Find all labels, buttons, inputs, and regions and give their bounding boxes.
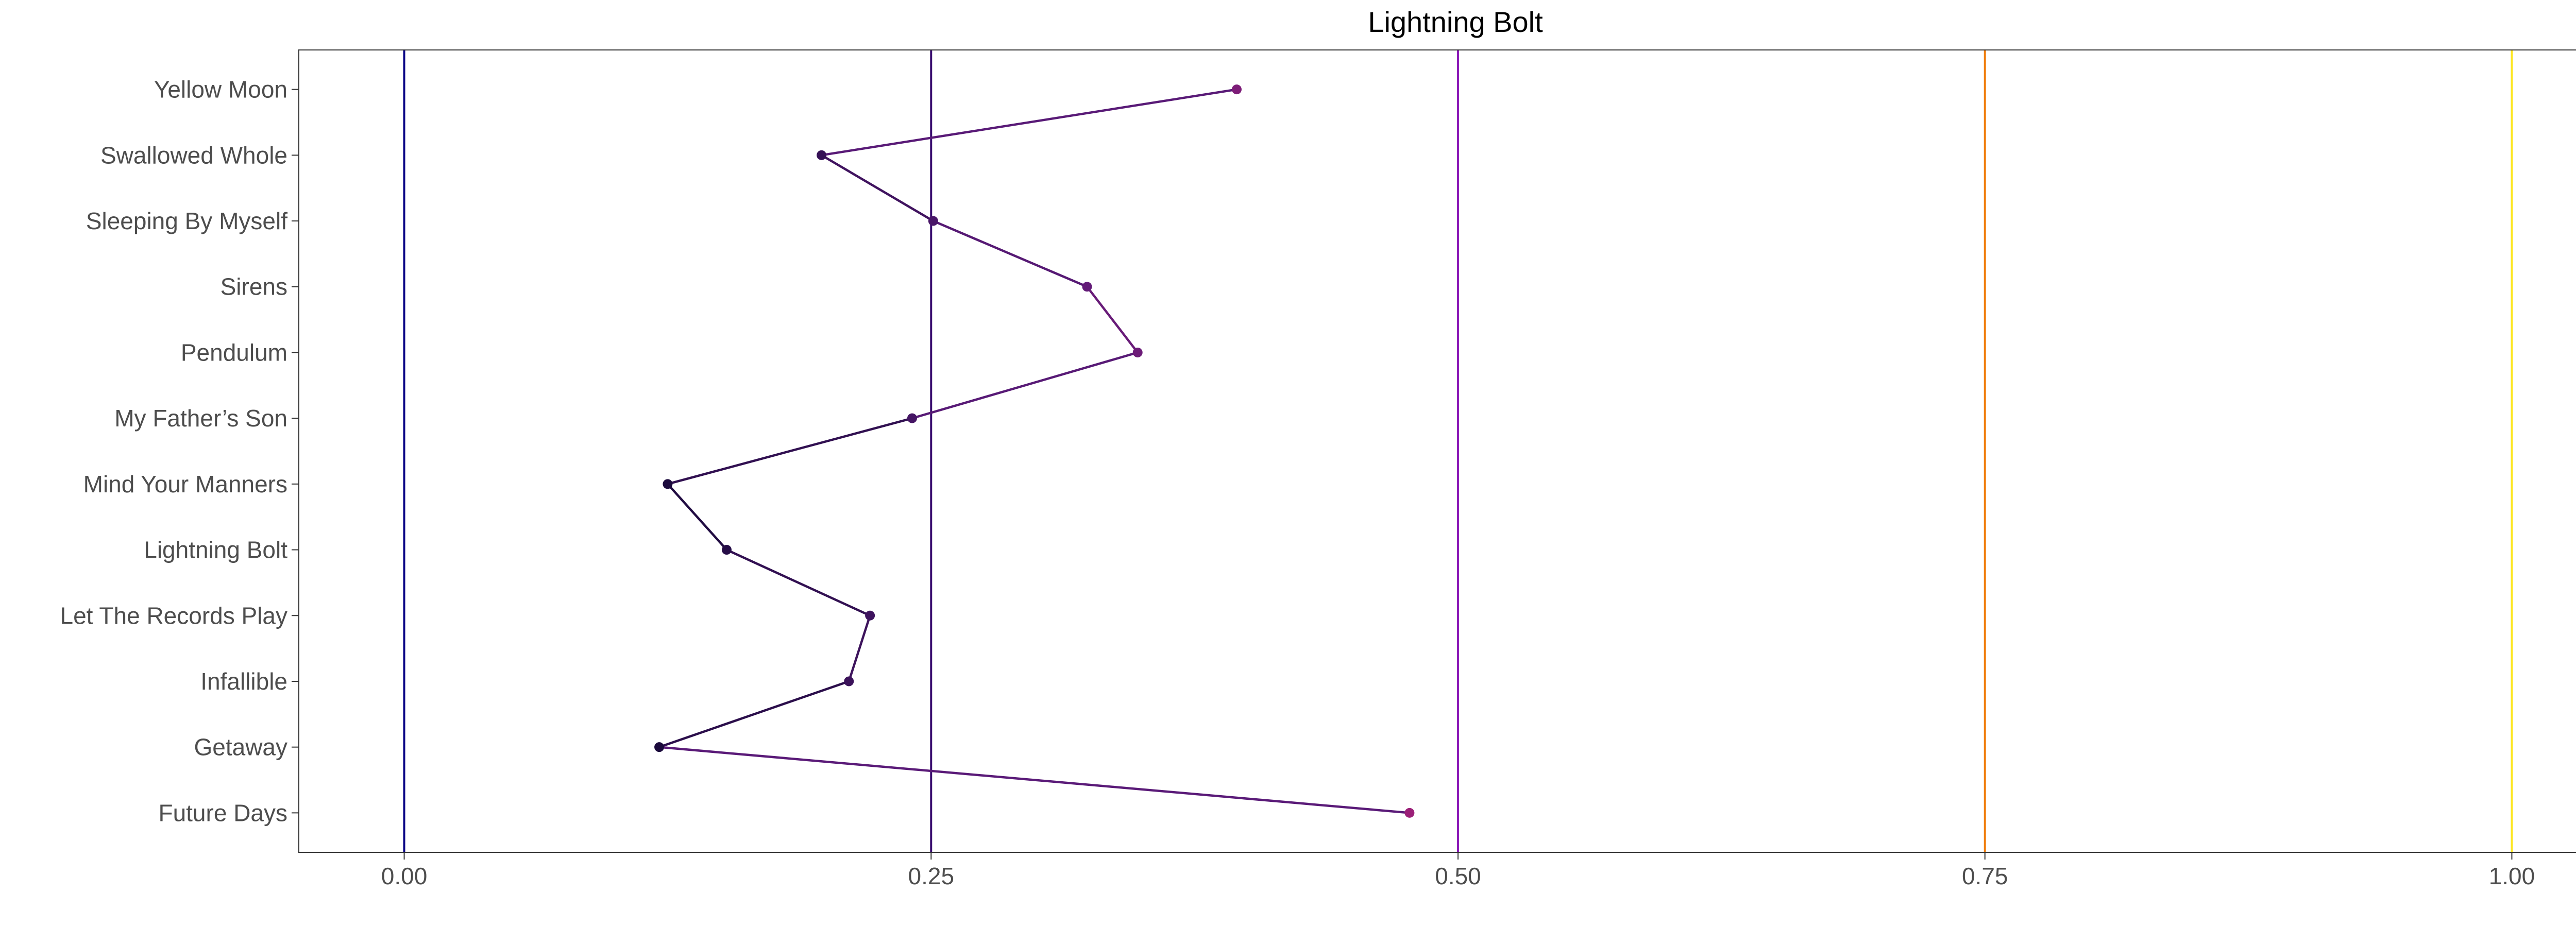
data-point-7 xyxy=(721,545,732,555)
data-point-9 xyxy=(844,676,854,686)
y-tick-label-10: Getaway xyxy=(194,734,287,761)
x-tick-label-4: 1.00 xyxy=(2489,863,2535,889)
line-segment-6 xyxy=(666,483,728,551)
line-segment-8 xyxy=(848,614,871,683)
line-segment-9 xyxy=(658,680,850,748)
x-tick-label-2: 0.50 xyxy=(1435,863,1481,889)
y-tick-label-8: Let The Records Play xyxy=(60,602,288,629)
reference-lines xyxy=(403,50,2513,852)
y-tick-label-4: Pendulum xyxy=(181,339,287,366)
line-segment-1 xyxy=(820,154,935,222)
x-axis: 0.00 0.25 0.50 0.75 1.00 xyxy=(381,852,2535,889)
data-points xyxy=(654,84,1415,818)
y-axis: Yellow Moon Swallowed Whole Sleeping By My… xyxy=(60,76,299,826)
y-tick-label-0: Yellow Moon xyxy=(154,76,287,103)
x-tick-label-1: 0.25 xyxy=(908,863,955,889)
line-segment-2 xyxy=(932,219,1089,288)
data-point-8 xyxy=(865,610,875,621)
line-segment-7 xyxy=(725,548,871,617)
line-segment-0 xyxy=(820,88,1238,157)
data-point-2 xyxy=(928,216,938,226)
x-tick-label-0: 0.00 xyxy=(381,863,428,889)
plot-panel-border xyxy=(298,49,2576,853)
data-point-4 xyxy=(1132,347,1143,357)
y-tick-label-5: My Father’s Son xyxy=(114,405,287,432)
line-segment-3 xyxy=(1086,285,1139,354)
data-point-1 xyxy=(817,150,827,160)
data-point-0 xyxy=(1231,84,1242,95)
y-tick-label-2: Sleeping By Myself xyxy=(86,208,287,234)
chart-title: Lightning Bolt xyxy=(1368,6,1543,38)
y-tick-label-6: Mind Your Manners xyxy=(83,471,287,497)
line-segment-10 xyxy=(658,746,1411,814)
y-tick-label-9: Infallible xyxy=(200,668,287,695)
line-segment-4 xyxy=(911,351,1139,420)
data-point-3 xyxy=(1082,282,1092,292)
y-tick-label-7: Lightning Bolt xyxy=(144,537,287,563)
series-line xyxy=(658,88,1411,814)
x-tick-label-3: 0.75 xyxy=(1962,863,2008,889)
y-tick-label-1: Swallowed Whole xyxy=(100,142,287,168)
y-tick-label-11: Future Days xyxy=(158,799,287,826)
data-point-6 xyxy=(663,479,673,489)
data-point-5 xyxy=(907,413,917,423)
data-point-11 xyxy=(1404,808,1415,818)
line-segment-5 xyxy=(666,417,913,486)
y-tick-label-3: Sirens xyxy=(221,273,287,300)
data-point-10 xyxy=(654,742,665,752)
